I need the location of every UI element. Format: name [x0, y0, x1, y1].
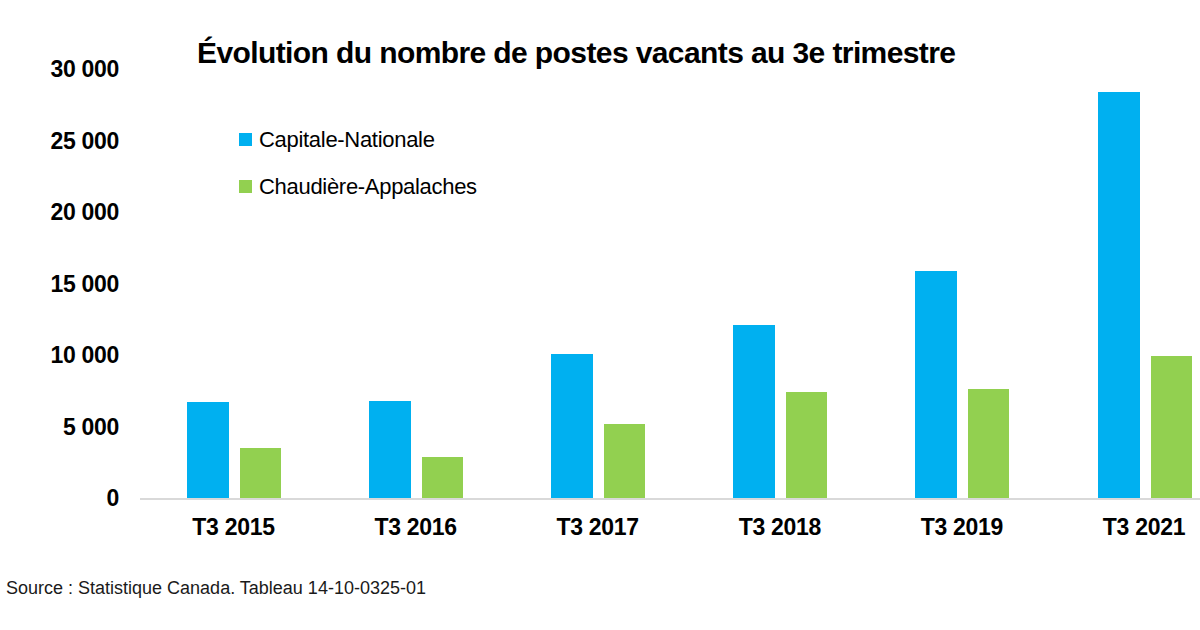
legend-item-capitale-nationale: Capitale-Nationale	[239, 129, 435, 150]
x-tick-t3-2021: T3 2021	[1064, 514, 1200, 541]
x-tick-t3-2017: T3 2017	[518, 514, 678, 541]
bar-chaudi-re-appalaches-t3-2018	[786, 392, 827, 498]
bar-capitale-nationale-t3-2021	[1098, 92, 1140, 498]
bar-capitale-nationale-t3-2015	[187, 402, 229, 498]
x-tick-t3-2018: T3 2018	[700, 514, 860, 541]
x-tick-t3-2015: T3 2015	[154, 514, 314, 541]
x-tick-t3-2019: T3 2019	[882, 514, 1042, 541]
bar-chaudi-re-appalaches-t3-2019	[968, 389, 1009, 498]
x-tick-t3-2016: T3 2016	[336, 514, 496, 541]
bar-capitale-nationale-t3-2019	[915, 271, 957, 498]
y-tick-30-000: 30 000	[0, 56, 119, 82]
vacancy-bar-chart: Évolution du nombre de postes vacants au…	[0, 0, 1200, 630]
bar-capitale-nationale-t3-2016	[369, 401, 411, 498]
bar-chaudi-re-appalaches-t3-2015	[240, 448, 281, 498]
bar-capitale-nationale-t3-2017	[551, 354, 593, 498]
x-axis-line	[140, 498, 1200, 500]
chart-title: Évolution du nombre de postes vacants au…	[197, 36, 955, 70]
legend-item-chaudi-re-appalaches: Chaudière-Appalaches	[239, 176, 477, 197]
y-tick-15-000: 15 000	[0, 271, 119, 297]
y-tick-5-000: 5 000	[0, 414, 119, 440]
bar-chaudi-re-appalaches-t3-2016	[422, 457, 463, 498]
legend-label-capitale-nationale: Capitale-Nationale	[259, 127, 435, 153]
legend-label-chaudi-re-appalaches: Chaudière-Appalaches	[259, 174, 477, 200]
legend-swatch-chaudi-re-appalaches	[239, 180, 252, 193]
y-tick-25-000: 25 000	[0, 128, 119, 154]
legend-swatch-capitale-nationale	[239, 133, 252, 146]
y-tick-20-000: 20 000	[0, 199, 119, 225]
bar-chaudi-re-appalaches-t3-2017	[604, 424, 645, 498]
source-note: Source : Statistique Canada. Tableau 14-…	[6, 578, 426, 599]
y-tick-10-000: 10 000	[0, 342, 119, 368]
y-tick-0: 0	[0, 485, 119, 511]
bar-capitale-nationale-t3-2018	[733, 325, 775, 498]
bar-chaudi-re-appalaches-t3-2021	[1151, 356, 1192, 498]
